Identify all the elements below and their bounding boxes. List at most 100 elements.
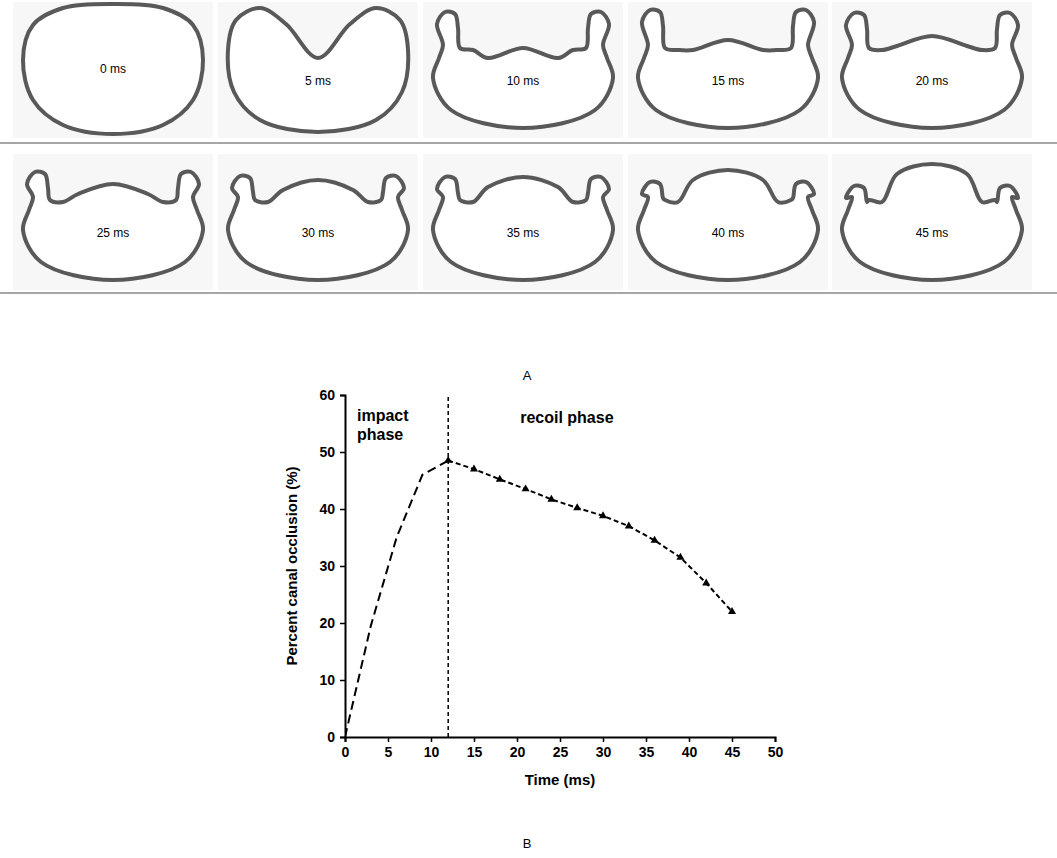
marker [444,456,452,463]
annotation: impactphase [357,407,409,443]
canal-outline [433,177,613,280]
plot-area [345,395,736,737]
frame: 10 ms [423,2,623,138]
tick: 30 [596,737,612,760]
marker [728,607,736,614]
frame-background [628,2,828,138]
tick-mark [646,737,648,742]
tick-label: 50 [319,444,335,460]
panel-label: A [523,368,532,383]
x-axis-title: Time (ms) [525,771,596,788]
tick-label: 35 [639,744,655,760]
phase-boundary [447,395,449,737]
tick: 0 [327,729,345,745]
marker [522,484,530,491]
tick-mark [340,737,345,739]
marker [547,495,555,502]
frame: 0 ms [13,2,213,138]
tick-mark [517,737,519,742]
canal-outline [23,172,203,280]
frame-label: 15 ms [712,74,745,88]
frame-background [832,2,1032,138]
tick: 25 [553,737,569,760]
tick-mark [775,737,777,742]
tick-label: 30 [319,558,335,574]
tick: 50 [319,444,345,460]
y-axis: 0 10 20 30 40 50 60 [319,387,345,745]
tick-label: 20 [510,744,526,760]
annotation: recoil phase [520,409,613,426]
tick-mark [340,395,345,397]
tick-mark [560,737,562,742]
tick-mark [689,737,691,742]
tick: 5 [385,737,393,760]
marker [573,503,581,510]
frame: 35 ms [423,154,623,290]
canal-outline [23,4,203,134]
marker [625,521,633,528]
tick: 50 [768,737,784,760]
tick-mark [340,623,345,625]
frame-label: 40 ms [712,226,745,240]
frame-label: 5 ms [305,74,331,88]
frame-background [218,2,418,138]
tick-label: 15 [467,744,483,760]
frame-background [423,2,623,138]
tick: 30 [319,558,345,574]
canal-outline [433,12,613,128]
tick: 10 [424,737,440,760]
figure: 0 ms5 ms10 ms15 ms20 ms25 ms30 ms35 ms40… [0,0,1057,858]
axis-line [346,738,776,743]
tick-mark [388,737,390,742]
tick: 35 [639,737,655,760]
tick: 45 [725,737,741,760]
tick-label: 0 [327,729,335,745]
frame-label: 10 ms [507,74,540,88]
frame: 25 ms [13,154,213,290]
marker [676,553,684,560]
frame-label: 45 ms [916,226,949,240]
frame-background [13,2,213,138]
tick-mark [340,509,345,511]
frame-background [628,154,828,290]
panel-b: 0 5 10 15 20 25 30 35 40 45 50 0 10 20 30 40 50 60 Time (m… [283,387,783,851]
tick: 40 [682,737,698,760]
frame: 45 ms [832,154,1032,290]
tick: 0 [342,737,350,760]
tick-mark [431,737,433,742]
tick-label: 5 [385,744,393,760]
frame-background [832,154,1032,290]
tick: 20 [319,615,345,631]
frame: 15 ms [628,2,828,138]
frame-label: 30 ms [302,226,335,240]
frame: 40 ms [628,154,828,290]
tick: 60 [319,387,345,403]
tick-label: 30 [596,744,612,760]
tick: 10 [319,672,345,688]
row-separator [0,292,1057,294]
marker [702,578,710,585]
frame-background [13,154,213,290]
canal-outline [228,8,408,132]
tick-label: 50 [768,744,784,760]
tick-label: 40 [319,501,335,517]
tick-mark [603,737,605,742]
tick-label: 0 [342,744,350,760]
y-axis-title: Percent canal occlusion (%) [283,466,300,665]
tick-label: 20 [319,615,335,631]
marker [651,536,659,543]
row-separator [0,142,1057,144]
frame-label: 0 ms [100,62,126,76]
frame-label: 35 ms [507,226,540,240]
marker [470,464,478,471]
tick-mark [340,452,345,454]
tick: 20 [510,737,526,760]
frame: 5 ms [218,2,418,138]
panel-a: 0 ms5 ms10 ms15 ms20 ms25 ms30 ms35 ms40… [0,2,1057,383]
marker [496,475,504,482]
tick-mark [340,566,345,568]
marker [599,511,607,518]
tick-mark [340,680,345,682]
canal-outline [228,176,408,280]
panel-label: B [523,836,532,851]
